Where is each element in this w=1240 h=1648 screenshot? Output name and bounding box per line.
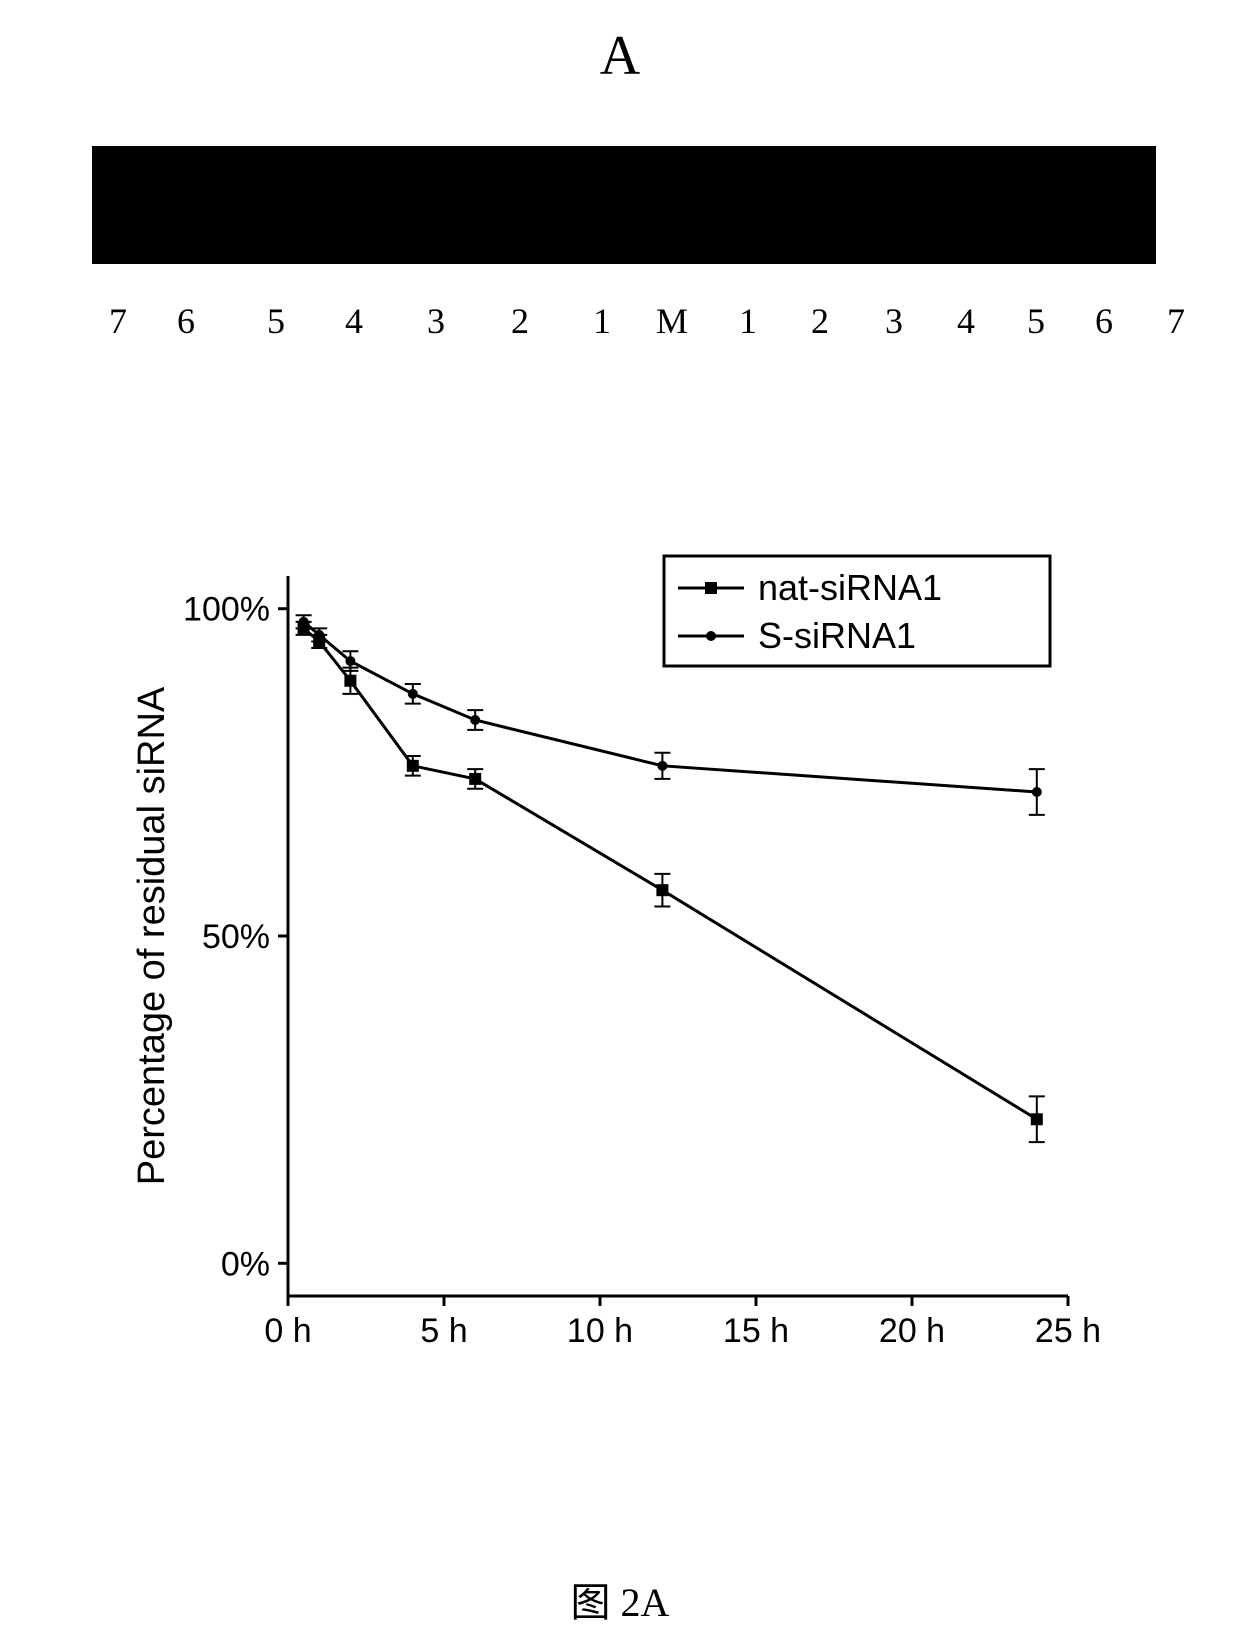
svg-text:nat-siRNA1: nat-siRNA1 xyxy=(758,567,942,608)
chart-svg: 0% 50% 100% 0 h 5 h 10 h 15 h 20 h 25 h Percentag… xyxy=(128,536,1108,1416)
lane-label: 1 xyxy=(728,300,768,342)
svg-text:0 h: 0 h xyxy=(264,1312,311,1350)
lane-label: 6 xyxy=(1084,300,1124,342)
lane-label: 7 xyxy=(1156,300,1196,342)
svg-text:15 h: 15 h xyxy=(723,1312,789,1350)
lane-label: M xyxy=(652,300,692,342)
svg-text:S-siRNA1: S-siRNA1 xyxy=(758,615,916,656)
lane-label: 5 xyxy=(1016,300,1056,342)
svg-text:50%: 50% xyxy=(202,918,270,956)
stability-chart: 0% 50% 100% 0 h 5 h 10 h 15 h 20 h 25 h Percentag… xyxy=(128,536,1108,1416)
lane-label: 5 xyxy=(256,300,296,342)
lane-label: 7 xyxy=(98,300,138,342)
lane-label: 3 xyxy=(416,300,456,342)
svg-text:0%: 0% xyxy=(221,1245,270,1283)
panel-label: A xyxy=(600,24,640,88)
svg-text:5 h: 5 h xyxy=(420,1312,467,1350)
gel-image xyxy=(92,146,1156,264)
lane-label: 4 xyxy=(946,300,986,342)
lane-label: 3 xyxy=(874,300,914,342)
lane-label: 2 xyxy=(800,300,840,342)
lane-label: 1 xyxy=(582,300,622,342)
svg-text:25 h: 25 h xyxy=(1035,1312,1101,1350)
lane-label: 4 xyxy=(334,300,374,342)
lane-label: 6 xyxy=(166,300,206,342)
figure-caption: 图 2A xyxy=(571,1570,670,1628)
svg-text:10 h: 10 h xyxy=(567,1312,633,1350)
svg-text:100%: 100% xyxy=(183,591,270,629)
lane-label: 2 xyxy=(500,300,540,342)
svg-text:Percentage of residual siRNA: Percentage of residual siRNA xyxy=(131,686,173,1185)
svg-text:20 h: 20 h xyxy=(879,1312,945,1350)
